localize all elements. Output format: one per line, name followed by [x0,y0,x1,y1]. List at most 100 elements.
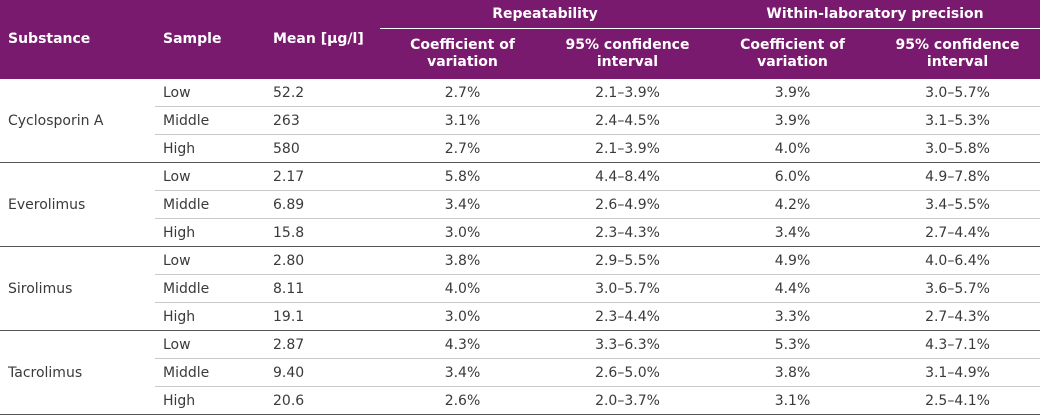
wl-cv-cell: 3.9% [710,106,875,135]
wl-ci-cell: 2.7–4.3% [875,302,1040,331]
wl-ci-cell: 4.0–6.4% [875,246,1040,275]
sample-cell: Low [155,330,265,359]
wl-cv-cell: 3.8% [710,358,875,387]
wl-cv-cell: 3.9% [710,79,875,107]
wl-cv-cell: 4.2% [710,190,875,219]
mean-cell: 8.11 [265,274,380,303]
wl-cv-cell: 6.0% [710,162,875,191]
wl-ci-cell: 3.4–5.5% [875,190,1040,219]
rep-cv-cell: 4.3% [380,330,545,359]
table-row: High 580 2.7% 2.1–3.9% 4.0% 3.0–5.8% [0,134,1040,163]
sample-cell: Middle [155,190,265,219]
wl-cv-cell: 3.4% [710,218,875,247]
rep-cv-cell: 3.0% [380,218,545,247]
table-header: Substance Sample Mean [µg/l] Repeatabili… [0,0,1040,79]
rep-cv-cell: 3.1% [380,106,545,135]
table-row: Middle 6.89 3.4% 2.6–4.9% 4.2% 3.4–5.5% [0,190,1040,219]
wl-ci-cell: 2.5–4.1% [875,386,1040,415]
table-row: Cyclosporin A Low 52.2 2.7% 2.1–3.9% 3.9% 3.0–… [0,79,1040,163]
header-substance: Substance [0,0,155,79]
mean-cell: 580 [265,134,380,163]
rep-ci-cell: 2.9–5.5% [545,246,710,275]
mean-cell: 2.17 [265,162,380,191]
rep-ci-cell: 2.6–4.9% [545,190,710,219]
mean-cell: 6.89 [265,190,380,219]
wl-cv-cell: 5.3% [710,330,875,359]
table-row: High 15.8 3.0% 2.3–4.3% 3.4% 2.7–4.4% [0,218,1040,247]
sample-cell: Low [155,162,265,191]
sample-cell: Middle [155,106,265,135]
sample-cell: Middle [155,274,265,303]
rep-ci-cell: 2.0–3.7% [545,386,710,415]
mean-cell: 15.8 [265,218,380,247]
table-body: Cyclosporin A Low 52.2 2.7% 2.1–3.9% 3.9% 3.0–… [0,79,1040,415]
header-repeatability: Repeatability [380,0,710,29]
header-wl-cv: Coefficient of variation [710,28,875,79]
rep-ci-cell: 4.4–8.4% [545,162,710,191]
wl-cv-cell: 4.0% [710,134,875,163]
rep-ci-cell: 2.1–3.9% [545,134,710,163]
table-row: Everolimus Low 2.17 5.8% 4.4–8.4% 6.0% 4.9–7.8… [0,162,1040,247]
rep-ci-cell: 2.3–4.4% [545,302,710,331]
mean-cell: 19.1 [265,302,380,331]
wl-ci-cell: 2.7–4.4% [875,218,1040,247]
rep-cv-cell: 2.7% [380,134,545,163]
mean-cell: 20.6 [265,386,380,415]
wl-cv-cell: 3.1% [710,386,875,415]
table-row: Middle 8.11 4.0% 3.0–5.7% 4.4% 3.6–5.7% [0,274,1040,303]
wl-ci-cell: 3.1–5.3% [875,106,1040,135]
mean-cell: 2.80 [265,246,380,275]
table-row: Middle 263 3.1% 2.4–4.5% 3.9% 3.1–5.3% [0,106,1040,135]
sample-cell: Middle [155,358,265,387]
table-row: Middle 9.40 3.4% 2.6–5.0% 3.8% 3.1–4.9% [0,358,1040,387]
wl-ci-cell: 3.0–5.7% [875,79,1040,107]
sample-cell: Low [155,79,265,107]
mean-cell: 2.87 [265,330,380,359]
wl-ci-cell: 3.1–4.9% [875,358,1040,387]
rep-cv-cell: 2.7% [380,79,545,107]
header-rep-ci: 95% confidence interval [545,28,710,79]
wl-ci-cell: 4.9–7.8% [875,162,1040,191]
sample-cell: High [155,134,265,163]
rep-cv-cell: 5.8% [380,162,545,191]
sample-cell: High [155,386,265,415]
table-row: Tacrolimus Low 2.87 4.3% 3.3–6.3% 5.3% 4.3–7.1… [0,330,1040,415]
header-within-lab: Within-laboratory precision [710,0,1040,29]
rep-cv-cell: 4.0% [380,274,545,303]
rep-ci-cell: 3.3–6.3% [545,330,710,359]
substance-cell: Sirolimus [0,246,155,331]
wl-ci-cell: 3.0–5.8% [875,134,1040,163]
sample-cell: Low [155,246,265,275]
rep-ci-cell: 2.1–3.9% [545,79,710,107]
sample-cell: High [155,302,265,331]
table-row: High 19.1 3.0% 2.3–4.4% 3.3% 2.7–4.3% [0,302,1040,331]
table-row: High 20.6 2.6% 2.0–3.7% 3.1% 2.5–4.1% [0,386,1040,415]
table-row: Sirolimus Low 2.80 3.8% 2.9–5.5% 4.9% 4.0–6.4% [0,246,1040,331]
mean-cell: 52.2 [265,79,380,107]
rep-cv-cell: 3.4% [380,358,545,387]
rep-cv-cell: 3.8% [380,246,545,275]
wl-cv-cell: 4.9% [710,246,875,275]
rep-ci-cell: 3.0–5.7% [545,274,710,303]
sample-cell: High [155,218,265,247]
header-mean: Mean [µg/l] [265,0,380,79]
wl-cv-cell: 4.4% [710,274,875,303]
header-rep-cv: Coefficient of variation [380,28,545,79]
rep-ci-cell: 2.4–4.5% [545,106,710,135]
mean-cell: 263 [265,106,380,135]
rep-cv-cell: 2.6% [380,386,545,415]
header-sample: Sample [155,0,265,79]
substance-cell: Everolimus [0,162,155,247]
mean-cell: 9.40 [265,358,380,387]
rep-ci-cell: 2.3–4.3% [545,218,710,247]
wl-ci-cell: 4.3–7.1% [875,330,1040,359]
substance-cell: Cyclosporin A [0,79,155,163]
substance-cell: Tacrolimus [0,330,155,415]
header-wl-ci: 95% confidence interval [875,28,1040,79]
wl-ci-cell: 3.6–5.7% [875,274,1040,303]
rep-ci-cell: 2.6–5.0% [545,358,710,387]
wl-cv-cell: 3.3% [710,302,875,331]
rep-cv-cell: 3.4% [380,190,545,219]
rep-cv-cell: 3.0% [380,302,545,331]
